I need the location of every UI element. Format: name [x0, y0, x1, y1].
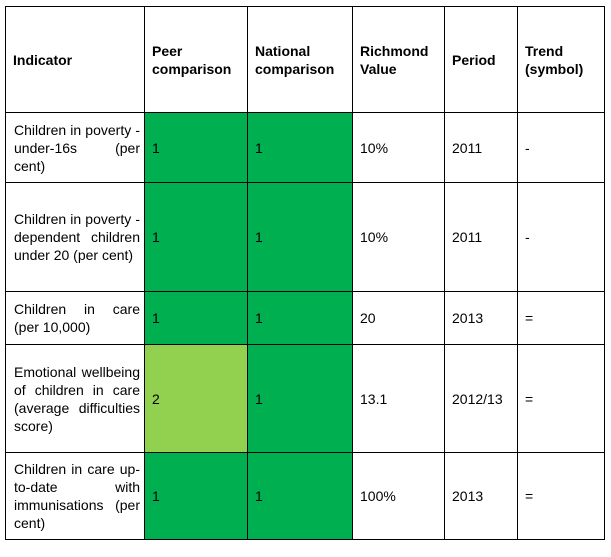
indicator-cell: Children in poverty - dependent children…: [5, 182, 145, 292]
table-row: Children in care (per 10,000) 1 1 20 201…: [5, 291, 605, 345]
indicator-cell: Emotional wellbeing of children in care …: [5, 344, 145, 453]
header-peer-comparison: Peer comparison: [144, 6, 248, 113]
period-cell: 2013: [444, 291, 518, 345]
peer-comparison-cell: 1: [144, 452, 248, 540]
period-cell: 2011: [444, 112, 518, 183]
national-comparison-cell: 1: [247, 452, 353, 540]
trend-cell: -: [517, 182, 605, 292]
indicator-table: Indicator Peer comparison National compa…: [5, 6, 605, 540]
national-comparison-cell: 1: [247, 182, 353, 292]
header-trend: Trend (symbol): [517, 6, 605, 113]
peer-comparison-cell: 1: [144, 291, 248, 345]
trend-cell: =: [517, 291, 605, 345]
peer-comparison-cell: 1: [144, 182, 248, 292]
national-comparison-cell: 1: [247, 344, 353, 453]
header-national-comparison: National comparison: [247, 6, 353, 113]
header-period: Period: [444, 6, 518, 113]
period-cell: 2011: [444, 182, 518, 292]
richmond-value-cell: 10%: [352, 182, 445, 292]
trend-cell: -: [517, 112, 605, 183]
peer-comparison-cell: 1: [144, 112, 248, 183]
national-comparison-cell: 1: [247, 291, 353, 345]
indicator-cell: Children in poverty - under-16s (per cen…: [5, 112, 145, 183]
richmond-value-cell: 100%: [352, 452, 445, 540]
table-row: Children in poverty - dependent children…: [5, 182, 605, 292]
richmond-value-cell: 13.1: [352, 344, 445, 453]
table-row: Emotional wellbeing of children in care …: [5, 344, 605, 453]
table-row: Children in poverty - under-16s (per cen…: [5, 112, 605, 183]
header-indicator: Indicator: [5, 6, 145, 113]
peer-comparison-cell: 2: [144, 344, 248, 453]
national-comparison-cell: 1: [247, 112, 353, 183]
period-cell: 2012/13: [444, 344, 518, 453]
richmond-value-cell: 10%: [352, 112, 445, 183]
trend-cell: =: [517, 452, 605, 540]
indicator-cell: Children in care (per 10,000): [5, 291, 145, 345]
indicator-cell: Children in care up-to-date with immunis…: [5, 452, 145, 540]
header-richmond-value: Richmond Value: [352, 6, 445, 113]
trend-cell: =: [517, 344, 605, 453]
table-row: Children in care up-to-date with immunis…: [5, 452, 605, 540]
richmond-value-cell: 20: [352, 291, 445, 345]
header-row: Indicator Peer comparison National compa…: [5, 6, 605, 113]
period-cell: 2013: [444, 452, 518, 540]
